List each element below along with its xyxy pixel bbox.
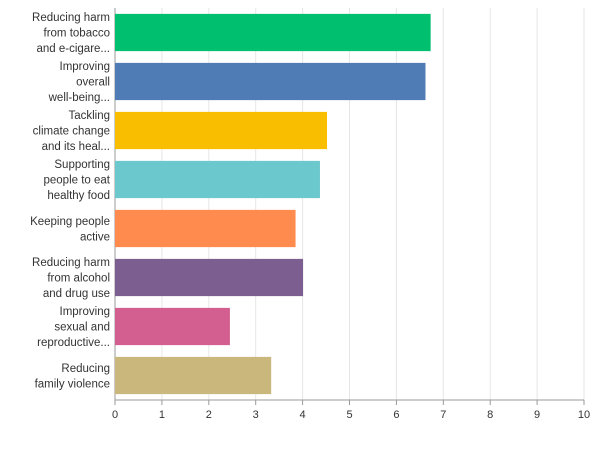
category-label-line: Reducing harm bbox=[32, 257, 110, 269]
tick-label-0: 0 bbox=[112, 409, 118, 421]
category-label-7: Improving sexual and reproductive... bbox=[37, 306, 110, 349]
category-labels: Reducing harm from tobacco and e-cigare...… bbox=[30, 12, 111, 390]
tick-label-5: 5 bbox=[346, 409, 352, 421]
category-label-line: sexual and bbox=[54, 322, 110, 334]
tick-label-7: 7 bbox=[440, 409, 446, 421]
category-label-line: people to eat bbox=[43, 175, 110, 187]
category-label-line: well-being... bbox=[48, 92, 110, 104]
bars bbox=[115, 13, 431, 395]
tick-label-6: 6 bbox=[393, 409, 399, 421]
x-axis-ticks: 0 1 2 3 4 5 6 7 8 9 10 bbox=[112, 400, 590, 421]
tick-label-3: 3 bbox=[253, 409, 259, 421]
category-label-line: from alcohol bbox=[47, 273, 110, 285]
category-label-line: Improving bbox=[60, 61, 111, 73]
category-label-line: Supporting bbox=[54, 159, 110, 171]
category-label-line: healthy food bbox=[47, 190, 110, 202]
category-label-line: from tobacco bbox=[44, 28, 110, 40]
tick-label-2: 2 bbox=[206, 409, 212, 421]
tick-label-9: 9 bbox=[534, 409, 540, 421]
bar-7 bbox=[115, 307, 230, 346]
category-label-2: Improving overall well-being... bbox=[48, 61, 110, 104]
category-label-line: Reducing harm bbox=[32, 12, 110, 24]
category-label-line: reproductive... bbox=[37, 337, 110, 349]
bar-2 bbox=[115, 62, 426, 101]
tick-label-4: 4 bbox=[300, 409, 306, 421]
category-label-line: Improving bbox=[60, 306, 111, 318]
category-label-line: and its heal... bbox=[42, 141, 110, 153]
category-label-line: Reducing bbox=[61, 363, 110, 375]
category-label-line: Tackling bbox=[68, 110, 110, 122]
bar-8 bbox=[115, 356, 272, 395]
category-label-line: and e-cigare... bbox=[36, 43, 110, 55]
bar-3 bbox=[115, 111, 327, 150]
category-label-3: Tackling climate change and its heal... bbox=[33, 110, 110, 153]
category-label-6: Reducing harm from alcohol and drug use bbox=[32, 257, 110, 300]
category-label-line: active bbox=[80, 231, 110, 243]
tick-label-10: 10 bbox=[578, 409, 590, 421]
tick-label-8: 8 bbox=[487, 409, 493, 421]
category-label-line: family violence bbox=[35, 378, 110, 390]
category-label-8: Reducing family violence bbox=[35, 363, 110, 391]
category-label-4: Supporting people to eat healthy food bbox=[43, 159, 110, 202]
category-label-line: Keeping people bbox=[30, 216, 110, 228]
category-label-line: and drug use bbox=[43, 288, 110, 300]
category-label-line: climate change bbox=[33, 126, 110, 138]
bar-1 bbox=[115, 13, 431, 52]
bar-4 bbox=[115, 160, 320, 199]
category-label-line: overall bbox=[76, 77, 110, 89]
bar-5 bbox=[115, 209, 296, 248]
category-label-1: Reducing harm from tobacco and e-cigare... bbox=[32, 12, 110, 55]
category-label-5: Keeping people active bbox=[30, 216, 110, 244]
tick-label-1: 1 bbox=[159, 409, 165, 421]
bar-6 bbox=[115, 258, 304, 297]
